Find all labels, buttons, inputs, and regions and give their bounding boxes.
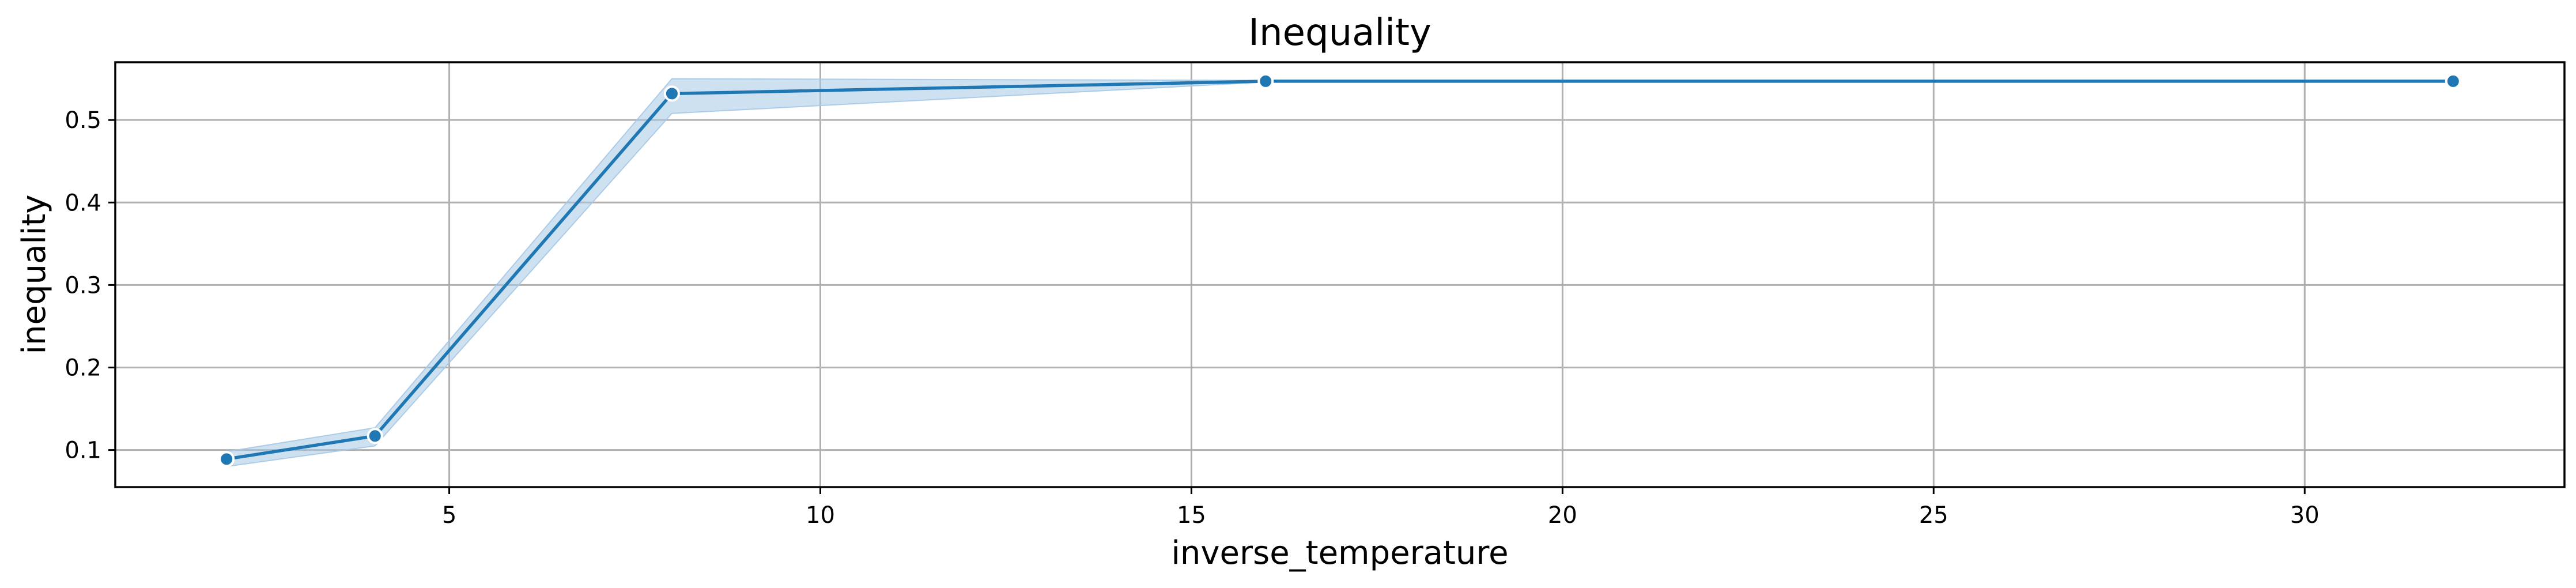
- plot-frame: [114, 61, 2566, 488]
- x-tick-label: 30: [2290, 502, 2320, 529]
- x-tick-label: 10: [806, 502, 835, 529]
- data-point: [663, 85, 680, 102]
- y-tick-label: 0.5: [65, 107, 101, 134]
- data-point: [218, 451, 235, 468]
- data-point: [2445, 73, 2461, 89]
- y-tick-label: 0.3: [65, 272, 101, 299]
- x-tick-label: 20: [1548, 502, 1577, 529]
- x-tick-label: 5: [442, 502, 456, 529]
- confidence-band: [226, 78, 2454, 468]
- series-line: [226, 80, 2453, 461]
- chart-title: Inequality: [1248, 12, 1431, 54]
- y-tick-label: 0.2: [65, 355, 101, 381]
- x-tick-label: 15: [1177, 502, 1206, 529]
- y-tick-label: 0.1: [65, 438, 101, 464]
- grid: [115, 62, 2564, 487]
- x-tick-label: 25: [1919, 502, 1948, 529]
- y-axis-ticks: 0.1 0.2 0.3 0.4 0.5: [65, 107, 115, 464]
- x-axis-label: inverse_temperature: [1171, 534, 1508, 572]
- data-point: [1257, 73, 1274, 89]
- y-axis-label: inequality: [16, 194, 53, 354]
- confidence-band-layer: [226, 78, 2454, 468]
- y-tick-label: 0.4: [65, 190, 101, 216]
- series-line-layer: [226, 80, 2453, 461]
- data-point: [367, 428, 383, 444]
- x-axis-ticks: 5 10 15 20 25 30: [442, 487, 2320, 529]
- marker-layer: [218, 73, 2461, 468]
